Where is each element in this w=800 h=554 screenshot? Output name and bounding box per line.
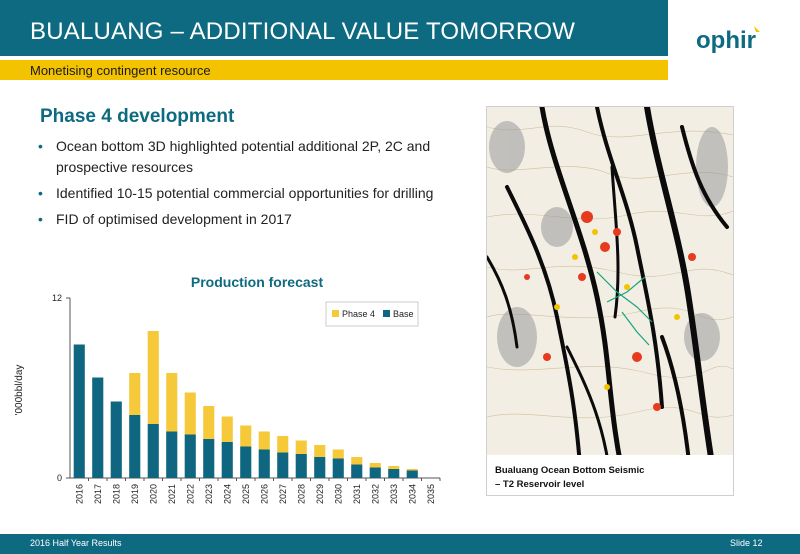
bullet-text: FID of optimised development in 2017 [56,211,292,227]
bar-phase4-2033 [388,466,400,469]
bar-base-2023 [203,439,215,478]
bullet-icon: • [38,211,43,227]
y-axis-label: '000bbl/day [14,365,25,416]
section-heading: Phase 4 development [40,106,235,127]
bar-phase4-2021 [166,373,178,432]
x-tick-label: 2034 [407,484,417,504]
legend-label-base: Base [393,309,414,319]
bar-base-2016 [73,344,85,478]
production-forecast-chart: Production forecast '000bbl/day 0 12 2016 2… [14,274,441,504]
legend-swatch-base [383,310,390,317]
bar-base-2026 [258,449,270,478]
footer-bar [0,534,800,554]
bullet-list: • Ocean bottom 3D highlighted potential a… [38,136,438,235]
bar-base-2020 [147,424,159,478]
seismic-map-image: Bualuang Ocean Bottom Seismic – T2 Reser… [487,107,733,495]
slide-subtitle: Monetising contingent resource [30,63,211,78]
bar-base-2030 [332,458,344,478]
bullet-text: Ocean bottom 3D highlighted potential ad… [56,138,431,175]
bar-base-2019 [129,415,141,478]
image-caption-line1: Bualuang Ocean Bottom Seismic [495,465,644,476]
x-tick-label: 2024 [222,484,232,504]
bar-phase4-2032 [369,463,381,468]
bar-base-2029 [314,457,326,478]
bullet-text: Identified 10-15 potential commercial op… [56,185,434,201]
slide-title: BUALUANG – ADDITIONAL VALUE TOMORROW [30,18,576,45]
x-tick-label: 2028 [296,484,306,504]
bar-base-2018 [110,401,122,478]
x-tick-label: 2031 [352,484,362,504]
bar-base-2021 [166,431,178,478]
legend-box [325,301,419,327]
bar-phase4-2026 [258,431,270,450]
bullet-icon: • [38,138,43,154]
x-tick-label: 2032 [370,484,380,504]
bar-phase4-2029 [314,445,326,457]
bar-phase4-2030 [332,449,344,459]
bar-base-2028 [295,454,307,478]
bar-phase4-2028 [295,440,307,454]
bar-base-2027 [277,452,289,478]
bar-phase4-2034 [406,469,418,471]
x-tick-label: 2021 [167,484,177,504]
y-tick-label: 12 [52,293,62,303]
bar-base-2034 [406,470,418,478]
bar-phase4-2031 [351,457,363,465]
bar-base-2031 [351,464,363,478]
x-tick-label: 2017 [93,484,103,504]
legend-swatch-phase4 [332,310,339,317]
y-tick-label: 0 [57,473,62,483]
x-tick-label: 2018 [111,484,121,504]
bar-phase4-2025 [240,425,252,447]
bar-base-2033 [388,469,400,478]
x-tick-label: 2020 [148,484,158,504]
bullet-item: • Identified 10-15 potential commercial o… [38,183,438,204]
bar-base-2025 [240,446,252,478]
legend-label-phase4: Phase 4 [342,309,375,319]
x-tick-label: 2016 [74,484,84,504]
bar-phase4-2027 [277,436,289,453]
logo-wordmark: ophir [696,27,756,54]
bar-base-2017 [92,377,104,478]
x-tick-label: 2027 [278,484,288,504]
x-tick-label: 2019 [130,484,140,504]
bar-phase4-2022 [184,392,196,435]
bar-phase4-2019 [129,373,141,415]
chart-title: Production forecast [191,274,324,290]
seismic-image-panel: Bualuang Ocean Bottom Seismic – T2 Reser… [486,106,734,496]
plot-area: 0 12 2016 2017 2018 2019 2020 2021 2022 2023 2024 2… [52,293,441,504]
x-tick-label: 2023 [204,484,214,504]
image-caption-line2: – T2 Reservoir level [495,479,584,490]
bar-base-2032 [369,467,381,478]
x-tick-label: 2029 [315,484,325,504]
x-tick-label: 2026 [259,484,269,504]
bullet-icon: • [38,185,43,201]
bar-base-2024 [221,442,233,478]
x-tick-label: 2022 [185,484,195,504]
bar-phase4-2020 [147,331,159,424]
bullet-item: • Ocean bottom 3D highlighted potential a… [38,136,438,178]
x-tick-label: 2033 [389,484,399,504]
footer-left-text: 2016 Half Year Results [30,538,122,548]
x-tick-label: 2025 [241,484,251,504]
title-bar [0,0,668,56]
logo-accent-icon [754,26,760,32]
slide-number: Slide 12 [730,538,763,548]
subtitle-bar [0,60,668,80]
bar-phase4-2023 [203,406,215,439]
bar-base-2022 [184,434,196,478]
x-tick-label: 2035 [426,484,436,504]
bar-phase4-2024 [221,416,233,442]
ophir-logo: ophir [696,26,760,54]
bullet-item: • FID of optimised development in 2017 [38,209,438,230]
x-tick-label: 2030 [333,484,343,504]
